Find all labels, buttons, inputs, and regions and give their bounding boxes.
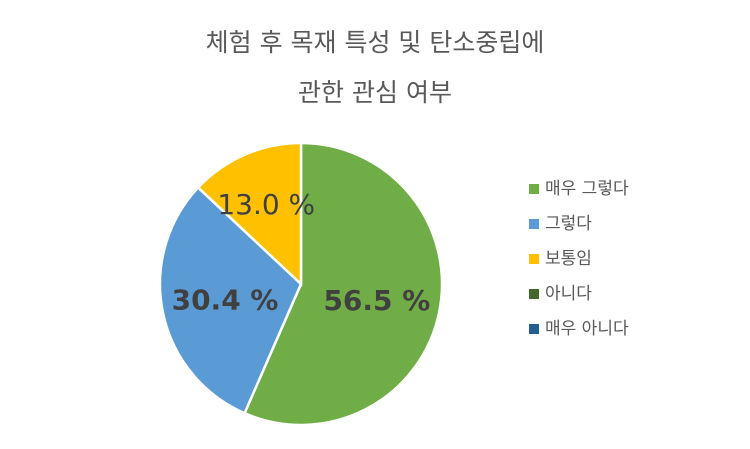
chart-title: 체험 후 목재 특성 및 탄소중립에	[206, 28, 545, 57]
pie-slice	[158, 185, 303, 415]
legend-swatch	[529, 184, 539, 194]
data-label: 13.0 %	[217, 188, 315, 221]
pie-slice	[196, 141, 303, 287]
data-label: 30.4 %	[172, 284, 279, 317]
legend-swatch	[529, 219, 539, 229]
legend-swatch	[529, 324, 539, 334]
legend-swatch	[529, 289, 539, 299]
chart-title: 관한 관심 여부	[298, 78, 452, 107]
legend-swatch	[529, 254, 539, 264]
legend-label: 보통임	[545, 249, 592, 269]
data-label: 56.5 %	[323, 284, 430, 317]
legend-label: 그렇다	[545, 214, 592, 234]
pie-slice	[242, 141, 444, 427]
legend-label: 매우 아니다	[545, 319, 629, 339]
legend-label: 아니다	[545, 284, 592, 304]
legend-label: 매우 그렇다	[545, 179, 629, 199]
